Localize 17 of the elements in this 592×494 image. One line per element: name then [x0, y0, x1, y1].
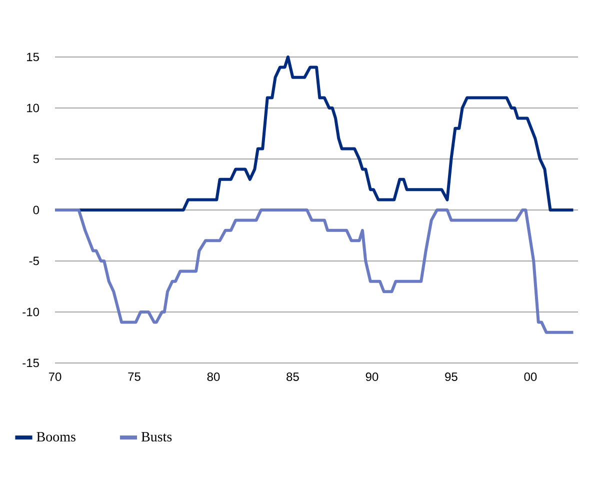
y-tick-label: -15: [22, 358, 39, 368]
x-tick-label: 95: [445, 372, 458, 382]
x-tick-label: 00: [524, 372, 537, 382]
line-series: [54, 208, 575, 334]
y-tick-label: 10: [27, 104, 40, 112]
y-tick-label: 5: [33, 154, 39, 164]
x-tick-label: 80: [207, 372, 220, 382]
x-tick-label: 70: [48, 372, 62, 382]
x-tick-label: 85: [286, 372, 299, 382]
x-tick-label: 90: [366, 372, 378, 382]
legend-label: Booms: [36, 432, 76, 442]
x-tick-label: 75: [128, 372, 140, 381]
y-tick-label: -10: [22, 308, 40, 316]
y-tick-label: 15: [27, 52, 39, 62]
y-tick-label: 0: [33, 206, 40, 214]
legend-label: Busts: [141, 432, 172, 442]
y-tick-label: -5: [29, 256, 39, 266]
